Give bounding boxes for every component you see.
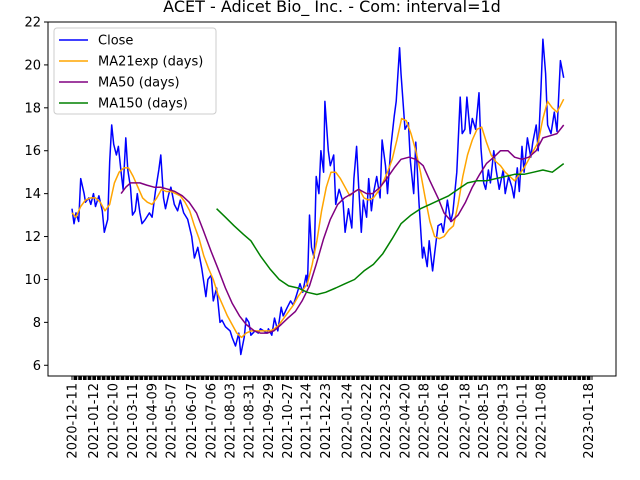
x-tick-label: 2021-07-06 bbox=[205, 383, 220, 459]
x-tick-label: 2021-12-23 bbox=[319, 383, 334, 459]
x-tick-label: 2021-02-10 bbox=[107, 383, 122, 459]
plot-frame bbox=[47, 21, 617, 377]
x-tick-label: 2021-11-24 bbox=[300, 383, 315, 459]
legend-label: MA21exp (days) bbox=[98, 55, 203, 70]
x-tick-label: 2022-11-08 bbox=[534, 383, 549, 459]
x-tick-label: 2021-01-12 bbox=[87, 383, 102, 459]
y-tick-label: 20 bbox=[24, 58, 41, 73]
x-tick-label: 2022-05-18 bbox=[417, 383, 432, 459]
x-tick-label: 2020-12-11 bbox=[66, 383, 81, 459]
series-line-close bbox=[71, 38, 565, 356]
y-tick-label: 22 bbox=[24, 16, 41, 31]
y-tick-label: 12 bbox=[24, 230, 41, 245]
x-tick-label: 2022-04-20 bbox=[398, 383, 413, 459]
y-tick-label: 16 bbox=[24, 144, 41, 159]
legend: Close MA21exp (days) MA50 (days) MA150 (day… bbox=[53, 27, 217, 115]
legend-label: MA50 (days) bbox=[98, 76, 180, 91]
y-tick-label: 18 bbox=[24, 101, 41, 116]
x-tick-label: 2022-06-16 bbox=[437, 383, 452, 459]
chart-title: ACET - Adicet Bio_ Inc. - Com: interval=… bbox=[163, 0, 501, 17]
legend-box bbox=[53, 27, 217, 115]
y-tick-label: 14 bbox=[24, 187, 41, 202]
y-tick-label: 10 bbox=[24, 273, 41, 288]
x-tick-label: 2022-01-24 bbox=[341, 383, 356, 459]
x-tick-label: 2021-10-27 bbox=[281, 383, 296, 459]
y-axis: 6 8 10 12 14 16 18 20 22 bbox=[24, 16, 48, 374]
x-tick-label: 2022-03-22 bbox=[379, 383, 394, 459]
x-tick-label: 2022-09-13 bbox=[497, 383, 512, 459]
legend-label: Close bbox=[98, 34, 133, 49]
y-tick-label: 8 bbox=[33, 316, 41, 331]
x-tick-label: 2022-10-11 bbox=[516, 383, 531, 459]
series-line-ma150-days bbox=[216, 163, 565, 296]
x-tick-label: 2022-02-22 bbox=[360, 383, 375, 459]
y-tick-label: 6 bbox=[33, 359, 41, 374]
series-layer bbox=[71, 38, 565, 356]
x-tick-label: 2021-08-03 bbox=[224, 383, 239, 459]
series-line-ma50-days bbox=[120, 124, 565, 334]
series-line-ma21exp-days bbox=[71, 98, 565, 339]
x-tick-label: 2021-08-31 bbox=[242, 383, 257, 459]
x-tick-label: 2021-05-07 bbox=[164, 383, 179, 459]
x-tick-label: 2021-09-29 bbox=[262, 383, 277, 459]
x-tick-label: 2021-06-07 bbox=[185, 383, 200, 459]
x-tick-label: 2022-08-15 bbox=[477, 383, 492, 459]
x-tick-label: 2021-03-11 bbox=[126, 383, 141, 459]
x-tick-label: 2023-01-18 bbox=[582, 383, 597, 459]
x-axis: 2020-12-11 2021-01-12 2021-02-10 2021-03-11… bbox=[66, 376, 597, 459]
x-tick-label: 2022-07-18 bbox=[458, 383, 473, 459]
legend-label: MA150 (days) bbox=[98, 97, 188, 112]
x-tick-label: 2021-04-09 bbox=[146, 383, 161, 459]
